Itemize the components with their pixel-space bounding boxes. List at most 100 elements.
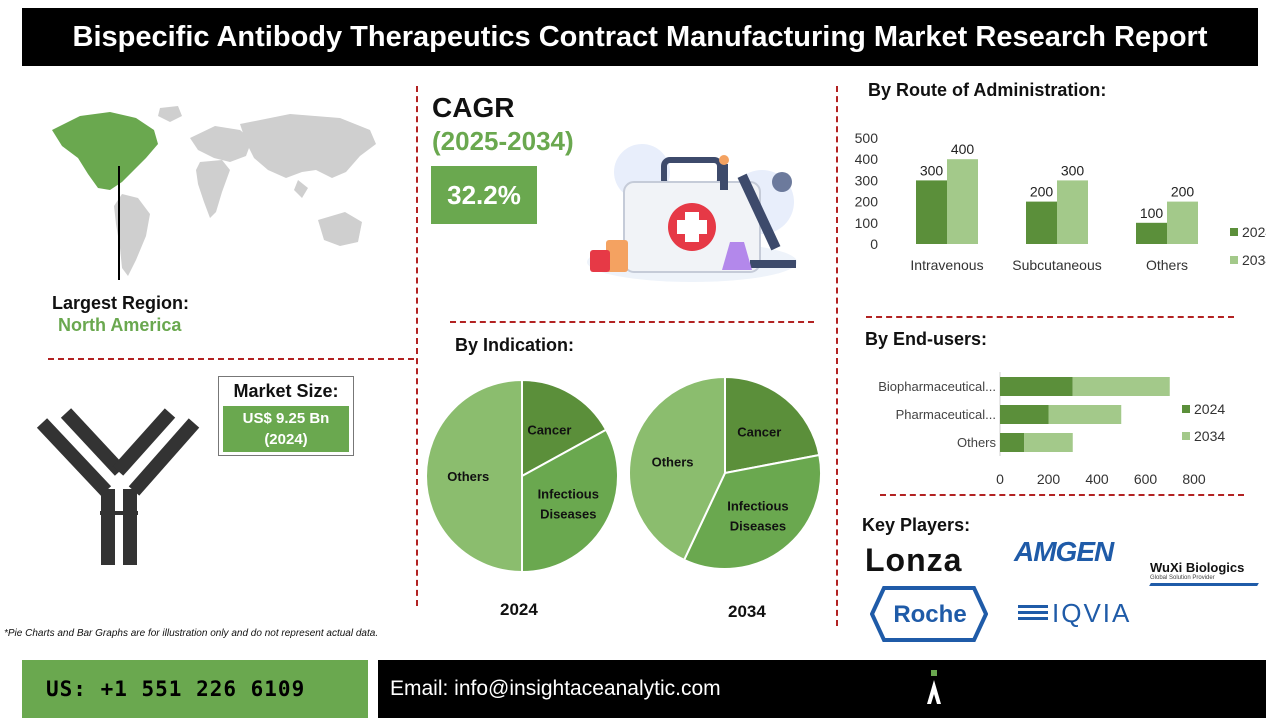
cagr-period: (2025-2034) (432, 126, 574, 156)
enduser-legend-swatch-2024 (1182, 405, 1190, 413)
market-size-value-line1: US$ 9.25 Bn (242, 410, 330, 427)
divider-left-h (48, 358, 414, 360)
enduser-category-label: Others (957, 435, 997, 450)
disclaimer: *Pie Charts and Bar Graphs are for illus… (4, 628, 379, 639)
pie-2024-slice-cancer (521, 378, 608, 478)
contact-email: Email: info@insightaceanalytic.com (378, 660, 1266, 718)
roche-hexagon (870, 586, 988, 642)
route-ytick-label: 400 (855, 151, 879, 167)
market-size-box: Market Size: US$ 9.25 Bn (2024) (218, 376, 354, 456)
pie-2024-slice-infectious-diseases (521, 428, 619, 574)
roche-logo: Roche (870, 584, 990, 646)
pie-2024-label-others: Others (447, 469, 489, 484)
route-data-label: 300 (920, 162, 944, 178)
pie-2034-label-infectious-diseases: Infectious (727, 498, 788, 513)
enduser-xtick-label: 0 (996, 471, 1004, 487)
route-legend-label: 2024 (1242, 224, 1266, 240)
route-legend-swatch-2024 (1230, 228, 1238, 236)
wuxi-logo-name: WuXi Biologics (1150, 560, 1245, 575)
contact-phone: US: +1 551 226 6109 (22, 660, 368, 718)
pie-2024-label-infectious-diseases: Infectious (538, 486, 599, 501)
route-bar-2024 (1026, 201, 1057, 244)
enduser-category-label: Biopharmaceutical... (878, 379, 996, 394)
wuxi-logo: WuXi Biologics Global Solution Provider (1149, 560, 1259, 586)
antibody-icon (36, 408, 200, 565)
route-ytick-label: 0 (870, 236, 878, 252)
route-bar-2024 (1136, 222, 1167, 244)
route-legend-swatch-2034 (1230, 256, 1238, 264)
endusers-title: By End-users: (865, 329, 988, 349)
route-title: By Route of Administration: (868, 80, 1107, 100)
amgen-logo: AMGEN (1014, 536, 1114, 567)
enduser-xtick-label: 600 (1134, 471, 1158, 487)
route-ytick-label: 100 (855, 215, 879, 231)
route-category-label: Intravenous (910, 257, 983, 273)
enduser-bar-2034 (1072, 377, 1170, 396)
route-ytick-label: 300 (855, 172, 879, 188)
divider-right (836, 86, 838, 626)
enduser-bar-2034 (1024, 433, 1073, 452)
map-pointer-line (118, 166, 120, 280)
enduser-bar-2024 (1000, 377, 1073, 396)
indication-title: By Indication: (455, 335, 575, 355)
indication-pie-charts: Cancer Infectious Diseases Others Cancer Infe… (425, 375, 822, 574)
route-data-label: 300 (1061, 162, 1085, 178)
enduser-legend-label: 2024 (1194, 401, 1225, 417)
enduser-category-label: Pharmaceutical... (896, 407, 996, 422)
route-data-label: 200 (1030, 184, 1054, 200)
iqvia-stripes-icon (1018, 604, 1048, 623)
pie-2024-label: 2024 (500, 600, 538, 619)
pie-2034-label-infectious-diseases: Diseases (730, 518, 786, 533)
divider-right-h2 (880, 494, 1244, 496)
wuxi-logo-stripe (1149, 583, 1259, 586)
market-size-value: US$ 9.25 Bn (2024) (223, 406, 349, 452)
report-title: Bispecific Antibody Therapeutics Contrac… (22, 8, 1258, 66)
insightace-logo-icon (927, 670, 941, 704)
iqvia-logo: IQVIA (1018, 598, 1131, 629)
cagr-label: CAGR (432, 92, 515, 123)
enduser-bar-2024 (1000, 433, 1025, 452)
roche-logo-text: Roche (893, 601, 967, 628)
enduser-legend-swatch-2034 (1182, 432, 1190, 440)
pie-2034-slice-infectious-diseases (682, 453, 822, 570)
largest-region-label: Largest Region: (52, 293, 190, 313)
route-bar-2034 (947, 159, 978, 244)
pie-2034-slice-others (628, 375, 726, 562)
route-data-label: 100 (1140, 205, 1164, 221)
divider-right-h1 (866, 316, 1234, 318)
largest-region-value: North America (58, 315, 182, 335)
iqvia-logo-text: IQVIA (1052, 598, 1132, 628)
medical-kit-illustration (587, 144, 797, 282)
pie-2034-label-cancer: Cancer (737, 425, 781, 440)
lonza-logo: Lonza (865, 542, 963, 578)
enduser-legend-label: 2034 (1194, 428, 1225, 444)
wuxi-logo-tagline: Global Solution Provider (1150, 575, 1215, 581)
route-category-label: Others (1146, 257, 1188, 273)
key-players-title: Key Players: (862, 515, 971, 535)
route-bar-2024 (916, 180, 947, 244)
route-data-label: 200 (1171, 184, 1195, 200)
market-size-label: Market Size: (233, 381, 339, 401)
enduser-bar-2024 (1000, 405, 1049, 424)
route-legend-label: 2034 (1242, 252, 1266, 268)
route-ytick-label: 500 (855, 130, 879, 146)
route-data-label: 400 (951, 141, 975, 157)
pie-2024-label-cancer: Cancer (527, 423, 571, 438)
pie-2024-label-infectious-diseases: Diseases (540, 506, 596, 521)
route-bar-chart: 0 100 200 300 400 500 300 400 Intravenous 200 300 S… (855, 130, 1266, 273)
pie-2034-label-others: Others (652, 454, 694, 469)
market-size-value-line2: (2024) (264, 431, 308, 448)
divider-center-h (450, 321, 814, 323)
enduser-xtick-label: 200 (1037, 471, 1061, 487)
route-bar-2034 (1167, 201, 1198, 244)
endusers-bar-chart: Biopharmaceutical... Pharmaceutical... Oth… (878, 372, 1225, 487)
pie-2034-label: 2034 (728, 602, 766, 621)
route-category-label: Subcutaneous (1012, 257, 1102, 273)
world-map (52, 106, 376, 276)
divider-left (416, 86, 418, 606)
enduser-xtick-label: 400 (1085, 471, 1109, 487)
route-ytick-label: 200 (855, 194, 879, 210)
pie-2024-slice-others (425, 378, 523, 574)
pie-2034-slice-cancer (724, 375, 821, 475)
cagr-value: 32.2% (431, 166, 537, 224)
